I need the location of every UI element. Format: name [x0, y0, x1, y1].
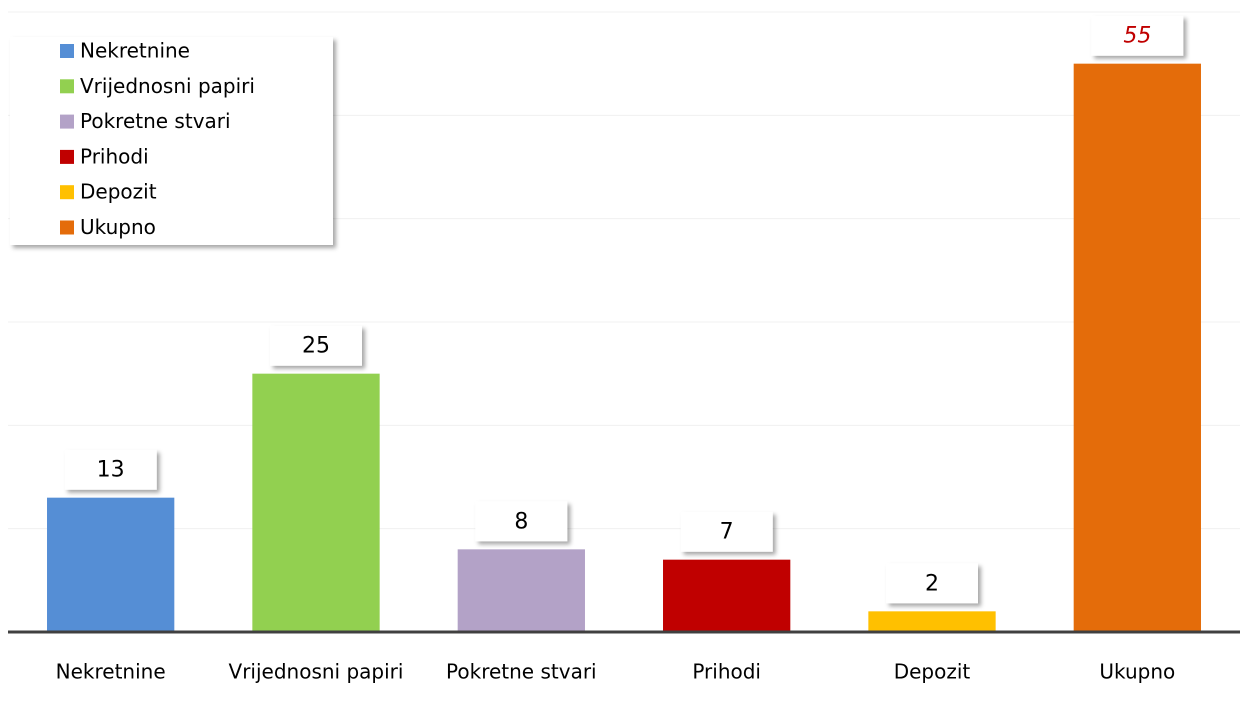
data-label: 13	[97, 458, 125, 483]
bar	[47, 497, 175, 632]
legend-label: Nekretnine	[80, 39, 190, 63]
data-label-box	[475, 501, 568, 542]
data-label: 2	[925, 571, 939, 596]
legend-label: Ukupno	[80, 215, 156, 239]
x-tick-label: Nekretnine	[56, 660, 166, 684]
data-label-box	[680, 511, 773, 552]
data-label: 55	[1123, 24, 1151, 49]
x-tick-label: Vrijednosni papiri	[229, 660, 404, 684]
bar	[457, 549, 585, 632]
bar	[868, 611, 996, 632]
bar	[663, 559, 791, 632]
data-label-box	[886, 563, 978, 604]
data-label: 8	[514, 509, 528, 534]
legend-swatch	[60, 44, 74, 58]
x-tick-label: Ukupno	[1099, 660, 1175, 684]
x-tick-label: Pokretne stvari	[446, 660, 597, 684]
bar	[252, 373, 380, 632]
legend-label: Depozit	[80, 180, 157, 204]
legend: Nekretnine Vrijednosni papiri Pokretne stv…	[10, 37, 333, 245]
legend-swatch	[60, 220, 74, 235]
legend-swatch	[60, 114, 74, 129]
legend-label: Pokretne stvari	[80, 109, 231, 133]
legend-swatch	[60, 79, 74, 94]
legend-box	[10, 37, 333, 245]
legend-swatch	[60, 185, 74, 200]
bar	[1073, 63, 1201, 632]
legend-label: Prihodi	[80, 144, 149, 168]
data-label-box	[270, 325, 362, 366]
data-label-box	[64, 449, 157, 490]
data-label: 25	[302, 334, 330, 359]
x-tick-label: Depozit	[894, 660, 971, 684]
legend-label: Vrijednosni papiri	[80, 74, 255, 98]
legend-swatch	[60, 149, 74, 164]
x-tick-label: Prihodi	[692, 660, 761, 684]
data-label: 7	[720, 520, 734, 545]
data-label-box	[1091, 15, 1184, 56]
